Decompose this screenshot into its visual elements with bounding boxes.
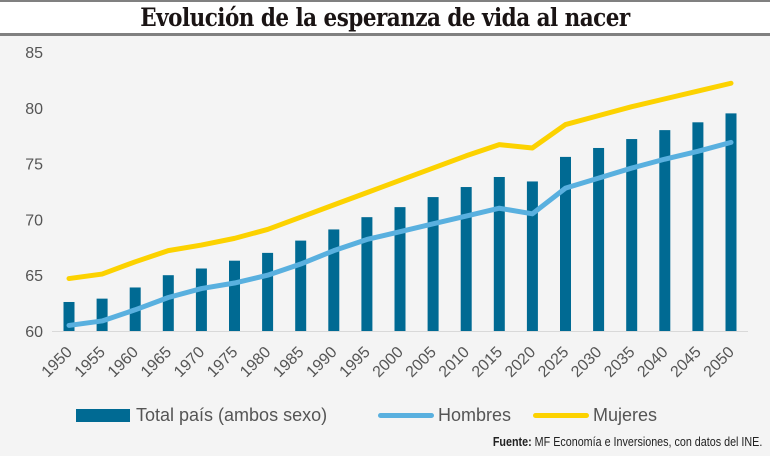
title-bar: Evolución de la esperanza de vida al nac… [0,0,770,36]
x-tick-label: 1955 [72,344,109,381]
x-tick-label: 1950 [39,344,76,381]
bar-total [394,207,406,331]
bar-total [526,181,538,331]
bar-total [96,298,108,331]
y-tick-label: 85 [25,45,43,62]
bar-total [460,187,472,331]
bar-total [195,268,207,331]
legend-swatch-mujeres [533,413,589,418]
bar-total [229,260,240,331]
legend-label-mujeres: Mujeres [593,405,658,425]
legend-item-mujeres: Mujeres [533,405,657,426]
bar-total [725,113,737,331]
bar-total [162,275,174,331]
chart-plot: 60 65 70 75 80 85 1950195519601965197019751980… [25,45,748,381]
bar-total [593,147,605,331]
x-tick-label: 1970 [171,344,208,381]
bar-total [626,139,638,331]
bar-total [295,240,307,331]
source-note: Fuente: MF Economía e Inversiones, con d… [493,435,762,449]
source-label: Fuente: [492,435,532,449]
x-tick-label: 2010 [436,344,473,381]
x-tick-label: 1990 [303,344,340,381]
legend-swatch-total [76,409,130,422]
x-tick-label: 2035 [601,344,638,381]
x-tick-label: 2040 [634,344,671,381]
bar-total [493,176,505,331]
y-tick-label: 70 [25,212,43,229]
chart-title: Evolución de la esperanza de vida al nac… [140,3,630,32]
y-tick-label: 65 [25,268,43,285]
x-tick-label: 1995 [337,344,374,381]
x-tick-label: 2045 [668,344,705,381]
bar-total [361,217,373,331]
y-tick-label: 80 [25,101,43,118]
x-tick-label: 1965 [138,344,175,381]
legend-item-total: Total país (ambos sexo) [76,405,327,426]
x-tick-label: 2000 [370,344,407,381]
x-tick-label: 1980 [237,344,274,381]
bar-total [560,156,571,331]
legend-swatch-hombres [378,413,434,418]
x-tick-label: 2005 [403,344,440,381]
x-tick-label: 2025 [535,344,572,381]
legend-label-hombres: Hombres [438,405,512,425]
bar-total [328,229,340,331]
x-tick-label: 2030 [568,344,605,381]
x-tick-label: 2020 [502,344,539,381]
bar-total [262,252,274,331]
legend-item-hombres: Hombres [378,405,511,426]
source-text: MF Economía e Inversiones, con datos del… [534,435,762,449]
bar-total [659,130,671,331]
x-tick-label: 2015 [469,344,506,381]
y-tick-label: 75 [25,157,43,174]
bar-total [692,122,704,331]
legend-label-total: Total país (ambos sexo) [136,405,328,425]
y-tick-label: 60 [25,324,43,341]
x-tick-label: 2050 [701,344,738,381]
x-tick-label: 1985 [270,344,307,381]
bar-total [427,197,439,331]
x-tick-label: 1975 [204,344,241,381]
x-tick-label: 1960 [105,344,142,381]
legend: Total país (ambos sexo) Hombres Mujeres [0,405,770,431]
bar-total [63,301,75,331]
